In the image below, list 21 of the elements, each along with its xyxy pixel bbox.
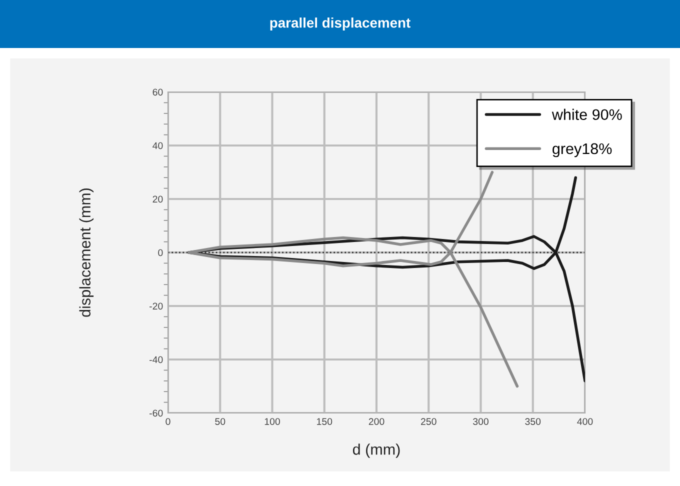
x-tick-label: 350	[525, 418, 541, 425]
x-tick-label: 100	[264, 418, 280, 425]
legend-label: grey18%	[552, 143, 612, 158]
x-tick-label: 200	[368, 418, 384, 425]
x-tick-label: 300	[473, 418, 488, 425]
x-tick-label: 250	[421, 418, 436, 425]
x-axis-title: d (mm)	[352, 444, 400, 458]
x-tick-label: 150	[317, 418, 332, 425]
y-tick-label: -60	[150, 410, 163, 417]
chart-title: parallel displacement	[270, 18, 410, 30]
y-tick-label: 60	[152, 88, 163, 96]
x-tick-label: 50	[215, 418, 226, 425]
x-tick-label: 0	[166, 418, 170, 425]
y-tick-label: -40	[150, 356, 163, 364]
y-tick-label: 20	[152, 196, 163, 203]
y-tick-label: 0	[158, 249, 163, 256]
x-tick-label: 400	[577, 418, 593, 425]
y-tick-label: -20	[150, 302, 163, 310]
y-axis-title: displacement (mm)	[79, 188, 94, 317]
legend-label: white 90%	[552, 108, 622, 120]
y-tick-label: 40	[152, 142, 163, 150]
